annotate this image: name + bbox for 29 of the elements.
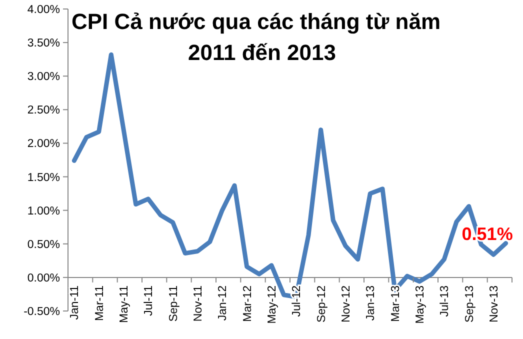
x-tick-label: Jul-11 — [143, 285, 156, 316]
x-tick-label: Nov-12 — [340, 285, 352, 323]
x-tick-label: Jan-12 — [217, 285, 230, 321]
x-tick-label: May-11 — [118, 285, 130, 323]
x-tick-label: Jan-11 — [69, 285, 82, 320]
y-tick-label: -0.50% — [24, 306, 60, 318]
x-tick-label: Jul-13 — [439, 285, 452, 317]
y-tick-label: 1.50% — [27, 172, 60, 184]
x-tick-label: Mar-11 — [94, 285, 106, 322]
x-tick-label: Sep-13 — [464, 285, 476, 323]
x-tick-label: Nov-11 — [192, 285, 204, 322]
x-tick-label: Sep-12 — [316, 285, 328, 323]
y-tick-label: 2.50% — [27, 104, 60, 117]
y-tick-label: 3.00% — [27, 71, 60, 84]
x-tick-label: Nov-13 — [488, 285, 500, 323]
x-tick-label: May-13 — [414, 285, 426, 324]
x-tick-label: Jan-13 — [365, 285, 378, 321]
y-tick-label: 0.00% — [27, 272, 60, 284]
y-tick-label: 3.50% — [27, 38, 60, 50]
y-tick-label: 1.00% — [27, 205, 60, 218]
x-tick-label: Sep-11 — [168, 285, 180, 322]
y-tick-label: 4.00% — [27, 4, 60, 16]
x-tick-label: May-12 — [266, 285, 278, 324]
x-tick-label: Mar-13 — [390, 285, 402, 322]
x-tick-label: Mar-12 — [242, 285, 254, 322]
text: CPI Cả nước qua các tháng từ năm 2011 đến 2013 — [71, 9, 441, 65]
y-tick-label: 2.00% — [27, 138, 60, 150]
x-tick-label: Jul-12 — [291, 285, 304, 317]
y-tick-label: 0.50% — [27, 238, 60, 251]
